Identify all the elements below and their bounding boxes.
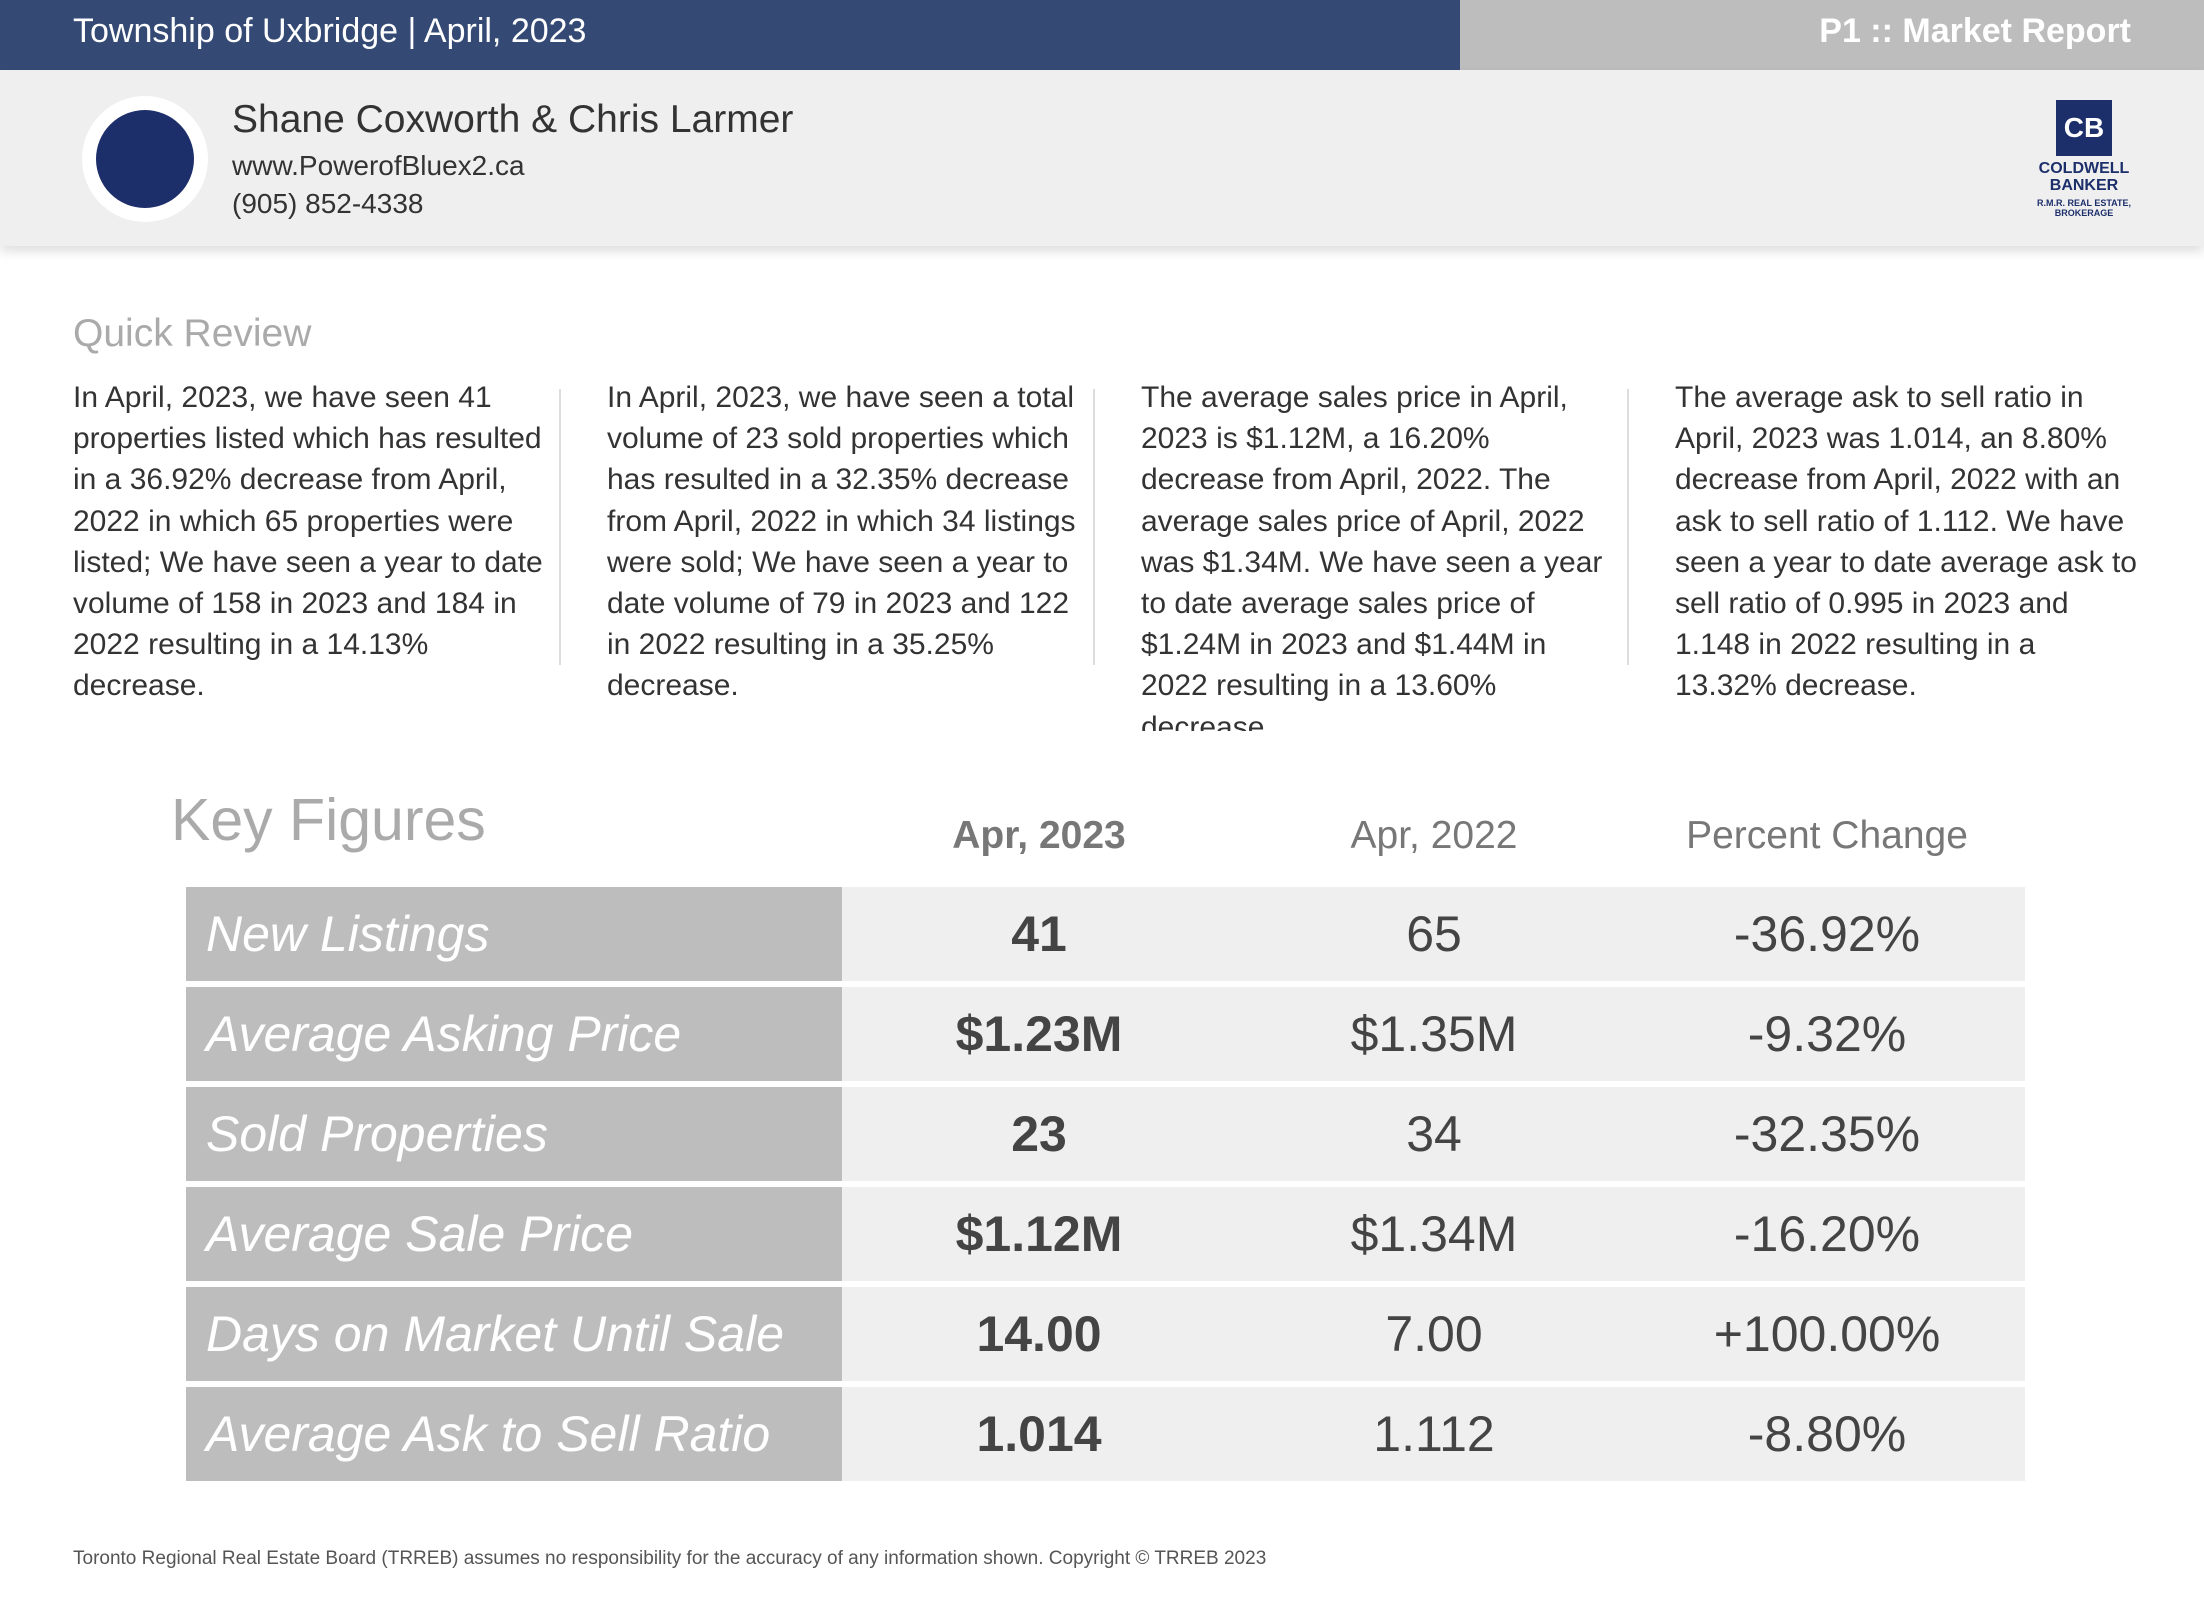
row-label: Average Asking Price [186, 987, 842, 1081]
review-paragraph: In April, 2023, we have seen a total vol… [607, 381, 1076, 703]
agent-phone: (905) 852-4338 [232, 188, 424, 219]
agent-name: Shane Coxworth & Chris Larmer [232, 98, 794, 141]
report-label: P1 :: Market Report [1819, 12, 2131, 50]
figure-row: Days on Market Until Sale 14.00 7.00 +100.0… [186, 1287, 2025, 1381]
brand-name: COLDWELL BANKER [2038, 160, 2130, 194]
header-title: Township of Uxbridge | April, 2023 [73, 12, 587, 50]
row-label: Days on Market Until Sale [186, 1287, 842, 1381]
section-title: Key Figures [171, 787, 486, 853]
row-value: 41 [1011, 906, 1067, 962]
row-value: 1.112 [1373, 1406, 1495, 1462]
divider [559, 389, 561, 665]
figure-row: New Listings 41 65 -36.92% [186, 887, 2025, 981]
review-paragraph: The average sales price in April, 2023 i… [1141, 381, 1603, 731]
row-value: $1.12M [955, 1206, 1123, 1262]
row-label: Average Ask to Sell Ratio [186, 1387, 842, 1481]
review-paragraph: In April, 2023, we have seen 41 properti… [73, 381, 543, 703]
row-value: $1.34M [1350, 1206, 1518, 1262]
row-value: -32.35% [1733, 1106, 1921, 1162]
divider [1093, 389, 1095, 665]
column-header: Apr, 2022 [1350, 814, 1518, 857]
brand-mark: CB [2056, 100, 2112, 156]
row-value: -8.80% [1747, 1406, 1907, 1462]
column-header: Apr, 2023 [952, 814, 1126, 857]
row-value: 14.00 [976, 1306, 1102, 1362]
column-header: Percent Change [1686, 814, 1968, 857]
row-label: Sold Properties [186, 1087, 842, 1181]
review-paragraph: The average ask to sell ratio in April, … [1675, 381, 2137, 703]
row-value: -16.20% [1733, 1206, 1921, 1262]
row-value: 7.00 [1385, 1306, 1483, 1362]
row-value: +100.00% [1713, 1306, 1941, 1362]
row-value: $1.35M [1350, 1006, 1518, 1062]
row-value: 1.014 [976, 1406, 1102, 1462]
row-value: 34 [1406, 1106, 1462, 1162]
row-value: -36.92% [1733, 906, 1921, 962]
agent-website: www.PowerofBluex2.ca [232, 150, 525, 181]
row-label: New Listings [186, 887, 842, 981]
figure-row: Sold Properties 23 34 -32.35% [186, 1087, 2025, 1181]
section-title: Quick Review [73, 312, 312, 355]
divider [1627, 389, 1629, 665]
row-value: 23 [1011, 1106, 1067, 1162]
row-value: 65 [1406, 906, 1462, 962]
brand-sub: R.M.R. REAL ESTATE, BROKERAGE [2036, 198, 2131, 218]
row-value: -9.32% [1747, 1006, 1907, 1062]
figure-row: Average Sale Price $1.12M $1.34M -16.20% [186, 1187, 2025, 1281]
agent-band [0, 70, 2204, 246]
figure-row: Average Ask to Sell Ratio 1.014 1.112 -8.80… [186, 1387, 2025, 1481]
top-bar-blue [0, 0, 1460, 70]
logo-inner [96, 110, 194, 208]
row-value: $1.23M [955, 1006, 1123, 1062]
row-label: Average Sale Price [186, 1187, 842, 1281]
footer: Toronto Regional Real Estate Board (TRRE… [73, 1548, 1267, 1569]
agent-logo [82, 96, 208, 222]
figure-row: Average Asking Price $1.23M $1.35M -9.32% [186, 987, 2025, 1081]
